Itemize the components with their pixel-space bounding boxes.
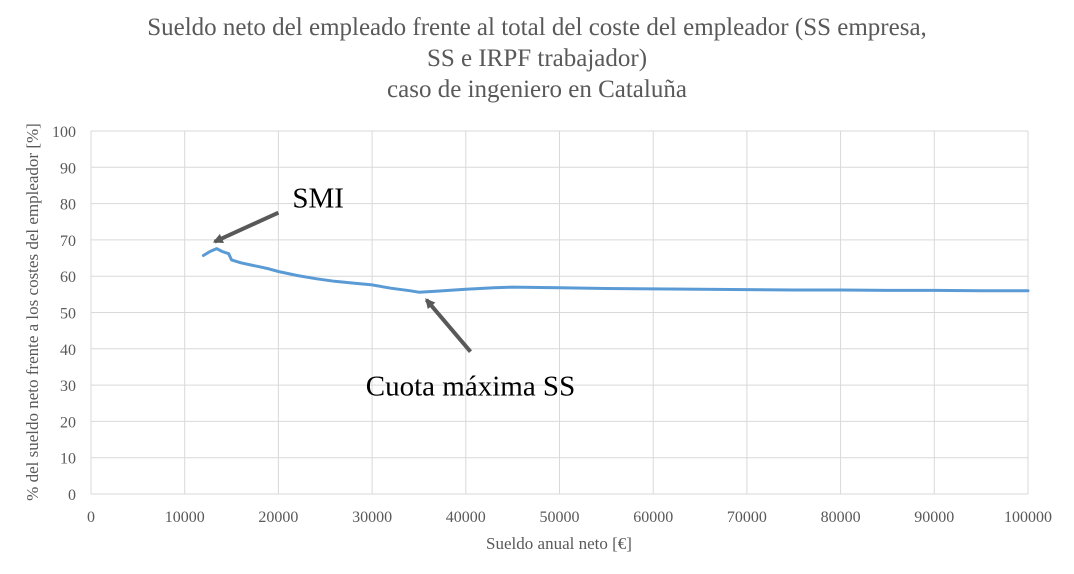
x-tick-label: 60000	[633, 509, 673, 526]
y-tick-label: 100	[52, 124, 76, 141]
x-tick-label: 10000	[165, 509, 205, 526]
chart-title-line-1: Sueldo neto del empleado frente al total…	[147, 14, 927, 41]
y-axis-label: % del sueldo neto frente a los costes de…	[23, 123, 42, 501]
x-tick-label: 90000	[914, 509, 954, 526]
x-tick-label: 100000	[1004, 509, 1052, 526]
x-tick-label: 30000	[352, 509, 392, 526]
annotation-arrow	[212, 210, 280, 244]
annotation-arrow	[424, 298, 473, 353]
x-tick-label: 40000	[446, 509, 486, 526]
x-tick-label: 20000	[258, 509, 298, 526]
annotation-label: Cuota máxima SS	[366, 371, 575, 403]
y-tick-label: 80	[60, 197, 76, 214]
grid-lines	[90, 130, 1029, 495]
y-tick-label: 30	[60, 378, 76, 395]
y-tick-label: 50	[60, 306, 76, 323]
annotation-label: SMI	[292, 183, 344, 215]
series-layer	[201, 247, 1030, 294]
x-tick-label: 70000	[727, 509, 767, 526]
y-tick-label: 0	[68, 487, 76, 504]
x-tick-label: 0	[87, 509, 95, 526]
y-tick-label: 90	[60, 160, 76, 177]
x-axis-label: Sueldo anual neto [€]	[486, 534, 632, 553]
y-tick-label: 40	[60, 342, 76, 359]
y-tick-label: 70	[60, 233, 76, 250]
y-tick-label: 20	[60, 414, 76, 431]
chart-title-line-3: caso de ingeniero en Cataluña	[387, 76, 687, 103]
x-tick-label: 80000	[821, 509, 861, 526]
y-tick-label: 10	[60, 451, 76, 468]
x-tick-label: 50000	[540, 509, 580, 526]
annotations: SMI Cuota máxima SS	[212, 183, 575, 403]
tick-labels: 0 10 20 30 40 50 60 70 80 90 100 0 10000 20000 30000 40…	[52, 124, 1052, 526]
series-line-0	[201, 247, 1030, 294]
chart-title-line-2: SS e IRPF trabajador)	[426, 45, 648, 72]
y-tick-label: 60	[60, 269, 76, 286]
